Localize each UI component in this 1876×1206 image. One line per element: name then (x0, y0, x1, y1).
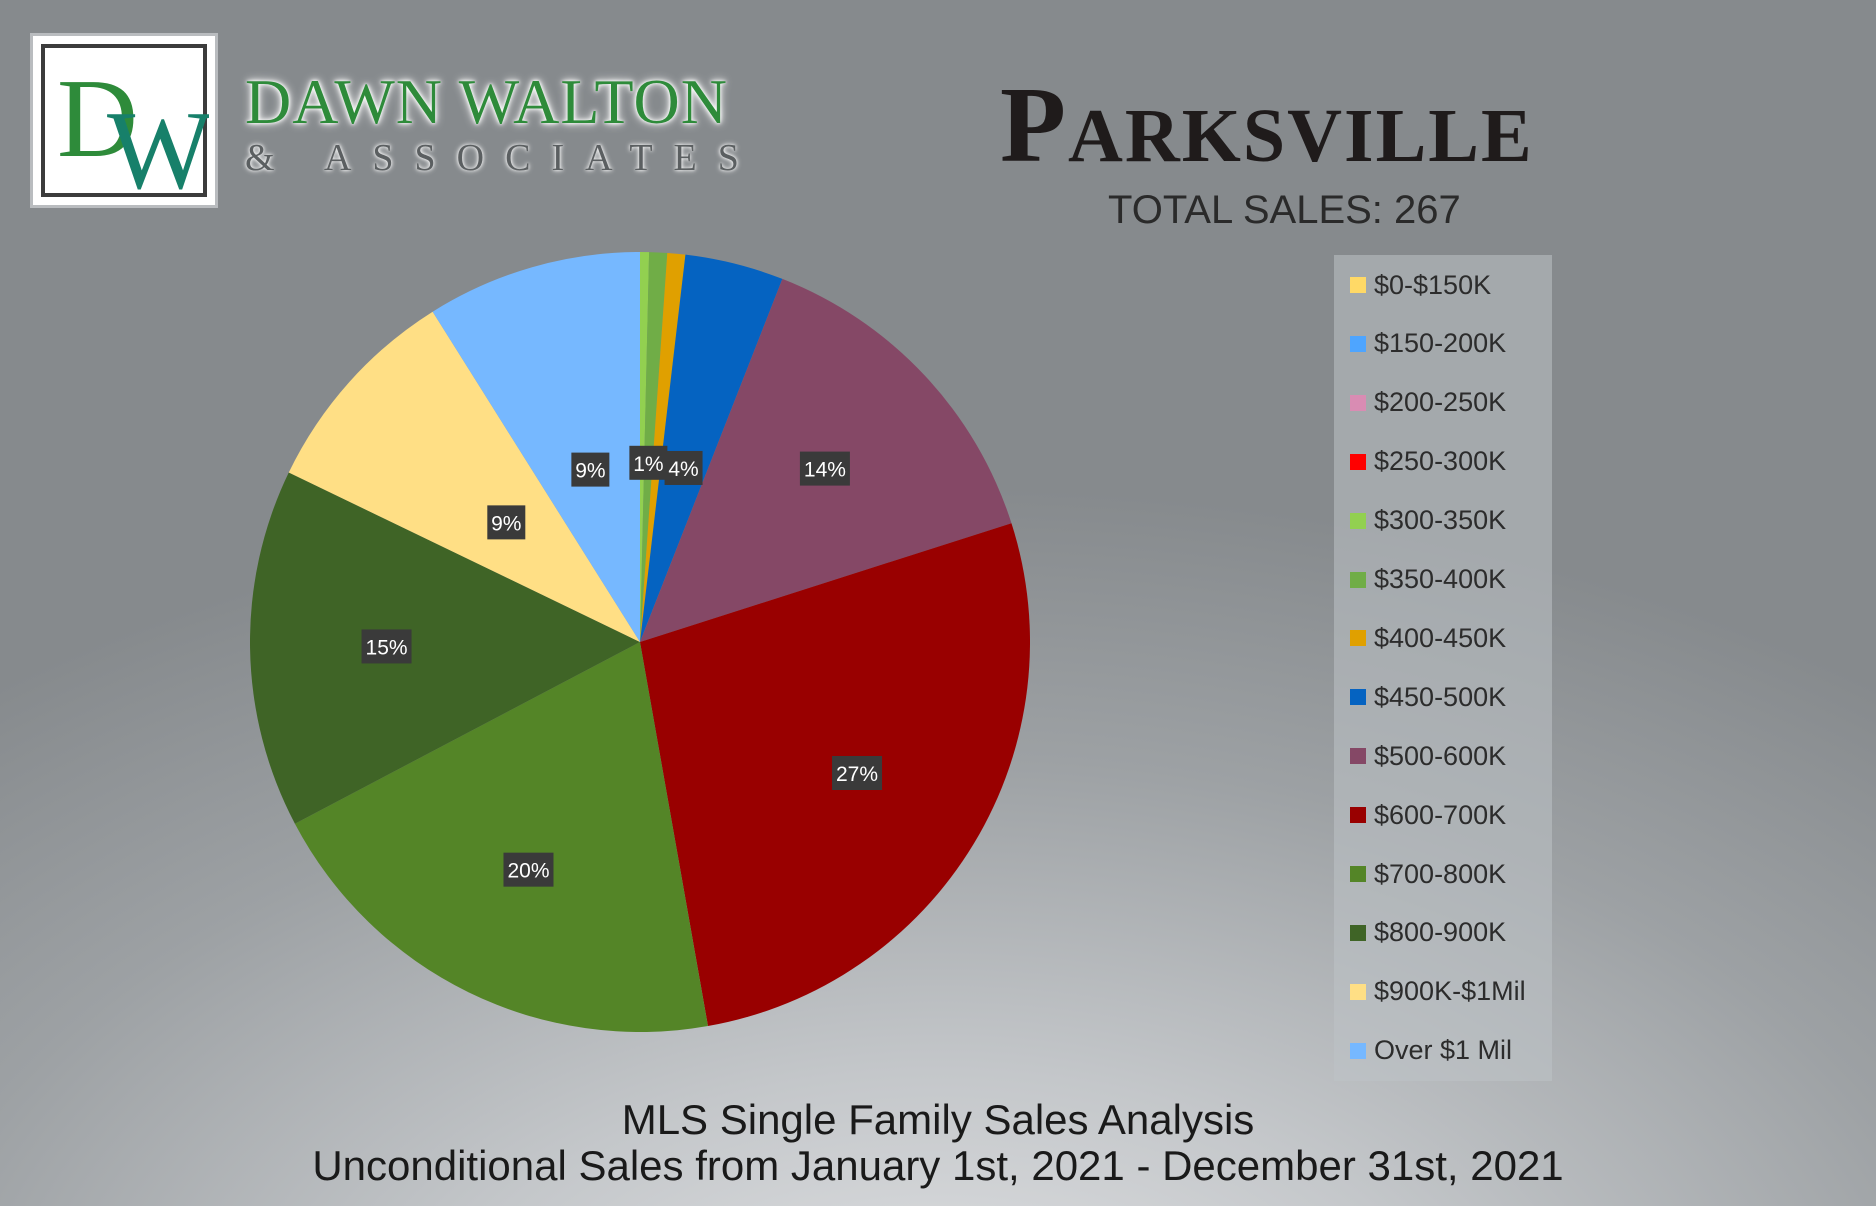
data-label: 9% (571, 452, 610, 487)
footer-title: MLS Single Family Sales Analysis (621, 1096, 1255, 1143)
legend-swatch (1350, 807, 1366, 824)
data-label: 27% (832, 755, 883, 790)
pie-slice (288, 311, 640, 642)
legend-item: $200-250K (1350, 383, 1506, 423)
legend-item: $800-900K (1350, 913, 1506, 953)
data-label: 1% (629, 445, 668, 480)
data-label-box (487, 505, 526, 540)
legend-swatch (1350, 630, 1366, 647)
brand-subtitle: & ASSOCIATES (245, 137, 760, 179)
data-label-text: 4% (668, 458, 698, 481)
legend-swatch (1350, 394, 1366, 411)
legend-swatch (1350, 571, 1366, 588)
logo-frame: D W (41, 44, 213, 213)
legend-item: Over $1 Mil (1350, 1031, 1512, 1071)
legend-swatch (1350, 1042, 1366, 1059)
data-label: 20% (503, 852, 554, 887)
data-label-text: 9% (491, 512, 521, 535)
legend-label: $200-250K (1374, 387, 1507, 418)
brand-name: DAWN WALTON (245, 66, 728, 137)
pie-slice (294, 642, 708, 1032)
data-label-box (664, 450, 703, 485)
legend-swatch (1350, 983, 1366, 1000)
legend-label: $900K-$1Mil (1374, 976, 1526, 1007)
logo: D W (30, 33, 218, 213)
legend-label: $350-400K (1374, 564, 1507, 594)
data-label-text: 1% (633, 453, 663, 476)
brand: DAWN WALTON & ASSOCIATES (245, 66, 760, 179)
data-label-box (571, 452, 610, 487)
footer-date-range: Unconditional Sales from January 1st, 20… (312, 1142, 1564, 1189)
legend-item: $0-$150K (1350, 265, 1491, 305)
data-label: 15% (361, 629, 412, 664)
pie-slice (432, 252, 640, 642)
legend-label: $400-450K (1374, 622, 1507, 653)
legend-item: $600-700K (1350, 795, 1506, 835)
legend-swatch (1350, 335, 1366, 352)
data-label-box (832, 755, 883, 790)
data-label: 9% (487, 505, 526, 540)
legend-item: $900K-$1Mil (1350, 972, 1526, 1012)
page-title: Parksville (1000, 66, 1534, 185)
legend-item: $700-800K (1350, 854, 1506, 894)
total-sales: TOTAL SALES: 267 (1108, 188, 1461, 232)
logo-letter-w: W (107, 89, 209, 199)
legend-label: $0-$150K (1374, 269, 1492, 300)
data-label-text: 9% (575, 460, 605, 483)
data-label-text: 20% (507, 860, 549, 883)
data-label-box (629, 445, 668, 480)
legend-label: $150-200K (1374, 328, 1507, 359)
data-label-box (799, 451, 850, 486)
legend-item: $400-450K (1350, 618, 1506, 658)
logo-monogram: D W (57, 57, 213, 213)
data-label-box (503, 852, 554, 887)
legend-label: $450-500K (1374, 681, 1507, 712)
logo-letter-d: D (57, 57, 138, 181)
legend-swatch (1350, 277, 1366, 293)
legend-label: $700-800K (1374, 858, 1507, 889)
data-label-text: 14% (804, 459, 846, 482)
data-label: 14% (799, 451, 850, 486)
data-label-box (361, 629, 412, 664)
chart-legend: $0-$150K $150-200K $200-250K $250-300K $300-… (1334, 255, 1552, 1081)
legend-item: $450-500K (1350, 677, 1506, 717)
legend-item: $150-200K (1350, 324, 1506, 364)
legend-item: $350-400K (1350, 560, 1506, 600)
legend-item: $500-600K (1350, 736, 1506, 776)
legend-swatch (1350, 689, 1366, 706)
legend-item: $300-350K (1350, 501, 1506, 541)
pie-slice (640, 254, 783, 642)
legend-label: $800-900K (1374, 917, 1507, 948)
legend-label: $300-350K (1374, 505, 1507, 536)
pie-slice (250, 472, 640, 824)
legend-label: $500-600K (1374, 740, 1507, 771)
legend-swatch (1350, 453, 1366, 470)
legend-label: Over $1 Mil (1374, 1035, 1513, 1066)
pie-data-labels: 1% 4% 14% 27% 20% 15% 9% 9% (361, 445, 883, 887)
legend-swatch (1350, 924, 1366, 941)
legend-item: $250-300K (1350, 442, 1506, 482)
data-label-text: 27% (836, 763, 878, 786)
data-label-text: 15% (366, 636, 408, 659)
legend-label: $250-300K (1374, 446, 1507, 477)
legend-label: $600-700K (1374, 799, 1507, 830)
data-label: 4% (664, 450, 703, 485)
legend-swatch (1350, 512, 1366, 529)
legend-swatch (1350, 866, 1366, 882)
legend-swatch (1350, 748, 1366, 765)
